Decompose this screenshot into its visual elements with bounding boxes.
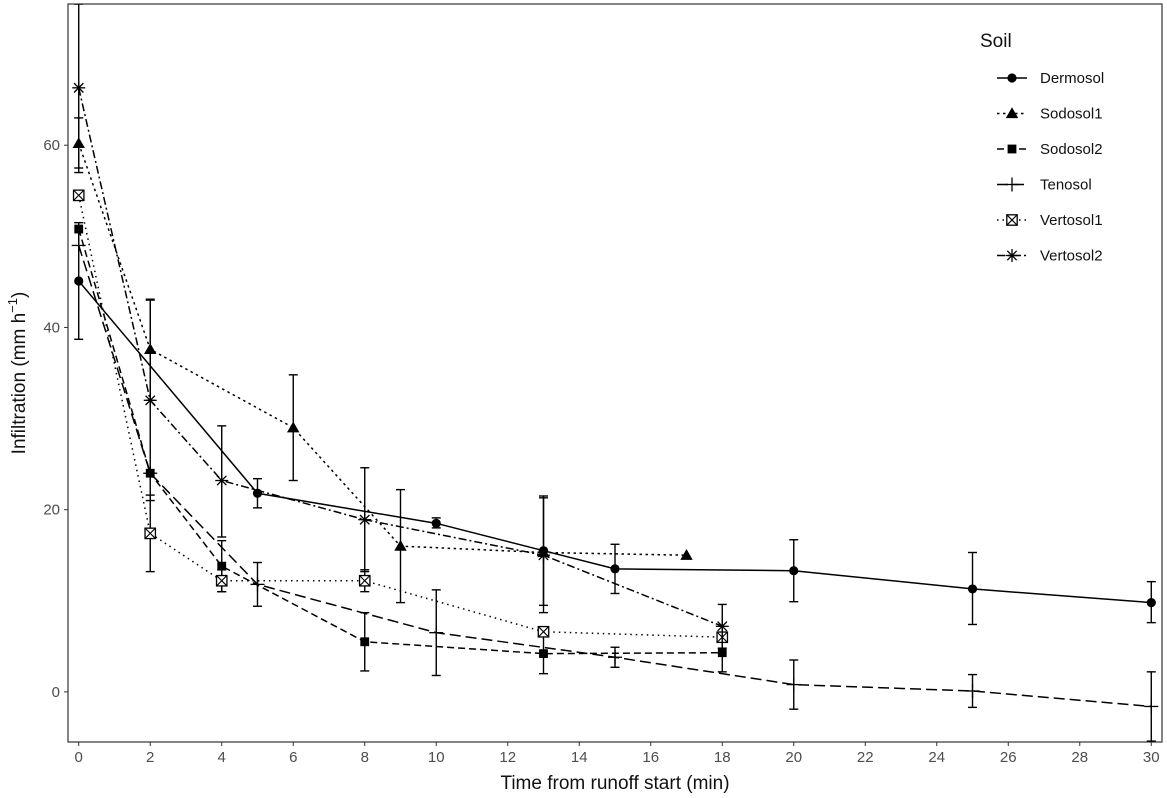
x-tick-label: 12: [499, 749, 516, 766]
series-vertosol1: [72, 189, 729, 644]
x-tick-label: 28: [1071, 749, 1088, 766]
series-line-tenosol: [78, 245, 1152, 708]
data-point-sodosol2: [717, 648, 727, 658]
data-point-vertosol2: [536, 548, 550, 562]
data-point-sodosol1: [394, 539, 407, 551]
legend: Soil Dermosol Sodosol1 Sodosol2 Tenosol Verto…: [980, 31, 1104, 265]
legend-label-sodosol2: Sodosol2: [1040, 141, 1103, 158]
legend-marker-sodosol1: [1005, 107, 1019, 119]
data-point-tenosol: [608, 650, 622, 665]
legend-marker-vertosol2: [1005, 249, 1019, 262]
legend-label-dermosol: Dermosol: [1040, 70, 1104, 87]
data-point-dermosol: [610, 564, 620, 574]
legend-label-tenosol: Tenosol: [1040, 177, 1092, 194]
series-line-vertosol2: [77, 87, 723, 627]
legend-marker-sodosol2: [1007, 144, 1017, 154]
data-point-sodosol1: [287, 421, 300, 433]
x-tick-label: 0: [75, 749, 83, 766]
legend-item-tenosol: Tenosol: [997, 177, 1092, 194]
y-tick-label: 60: [43, 137, 60, 154]
x-tick-label: 10: [428, 749, 445, 766]
y-axis-title-sup: −1: [5, 298, 20, 313]
data-point-tenosol: [250, 577, 265, 592]
x-tick-label: 18: [714, 749, 731, 766]
legend-item-sodosol2: Sodosol2: [997, 141, 1103, 158]
x-tick-label: 22: [857, 749, 874, 766]
x-tick-label: 20: [785, 749, 802, 766]
x-tick-label: 16: [642, 749, 659, 766]
data-point-tenosol: [1144, 699, 1159, 714]
data-point-vertosol1: [144, 527, 157, 540]
y-tick-label: 20: [43, 502, 60, 519]
data-point-dermosol: [431, 518, 441, 528]
legend-item-vertosol1: Vertosol1: [997, 212, 1103, 229]
series-vertosol2: [72, 4, 729, 649]
data-point-vertosol2: [358, 513, 372, 527]
data-point-tenosol: [965, 683, 980, 698]
data-point-tenosol: [71, 238, 86, 253]
legend-label-sodosol1: Sodosol1: [1040, 106, 1103, 123]
x-tick-label: 6: [289, 749, 297, 766]
data-point-sodosol1: [680, 549, 693, 560]
legend-marker-vertosol1: [1006, 214, 1018, 226]
y-axis-title: Infiltration (mm h−1): [5, 292, 30, 455]
data-point-vertosol1: [215, 574, 228, 587]
y-axis-title-close: ): [9, 292, 30, 298]
data-point-vertosol2: [215, 474, 229, 488]
x-tick-label: 26: [1000, 749, 1017, 766]
series-line-sodosol1: [78, 143, 687, 556]
series-line-dermosol: [78, 280, 1152, 604]
y-tick-label: 0: [52, 684, 60, 701]
data-point-vertosol1: [537, 625, 550, 638]
data-point-vertosol2: [72, 81, 86, 95]
data-point-sodosol2: [74, 224, 84, 234]
series-layer: [71, 4, 1159, 742]
x-tick-label: 24: [928, 749, 945, 766]
data-point-sodosol2: [539, 649, 548, 659]
x-tick-label: 8: [361, 749, 369, 766]
data-point-tenosol: [429, 625, 444, 640]
legend-item-vertosol2: Vertosol2: [997, 248, 1103, 265]
data-point-dermosol: [789, 566, 799, 576]
data-point-dermosol: [1146, 598, 1156, 608]
data-point-dermosol: [967, 584, 978, 594]
x-axis-title: Time from runoff start (min): [500, 773, 729, 794]
y-tick-label: 40: [43, 319, 60, 336]
plot-panel: [67, 3, 1163, 743]
legend-title: Soil: [980, 31, 1012, 52]
x-tick-label: 2: [146, 749, 154, 766]
x-tick-label: 4: [218, 749, 226, 766]
legend-label-vertosol2: Vertosol2: [1040, 248, 1103, 265]
legend-item-dermosol: Dermosol: [997, 70, 1104, 87]
x-tick-label: 30: [1143, 749, 1160, 766]
data-point-sodosol2: [217, 561, 227, 571]
x-tick-label: 14: [571, 749, 588, 766]
data-point-vertosol2: [143, 393, 157, 407]
data-point-vertosol1: [358, 574, 371, 587]
legend-marker-dermosol: [1007, 73, 1017, 83]
data-point-dermosol: [74, 276, 84, 286]
legend-marker-tenosol: [1005, 177, 1019, 192]
legend-label-vertosol1: Vertosol1: [1040, 212, 1103, 229]
legend-item-sodosol1: Sodosol1: [997, 106, 1103, 123]
y-axis-title-main: Infiltration (mm h: [9, 313, 30, 454]
data-point-tenosol: [786, 677, 801, 692]
data-point-vertosol1: [72, 189, 85, 202]
series-line-sodosol2: [78, 228, 723, 655]
series-tenosol: [71, 238, 1159, 742]
data-point-sodosol2: [360, 637, 370, 647]
data-point-vertosol2: [715, 619, 729, 633]
